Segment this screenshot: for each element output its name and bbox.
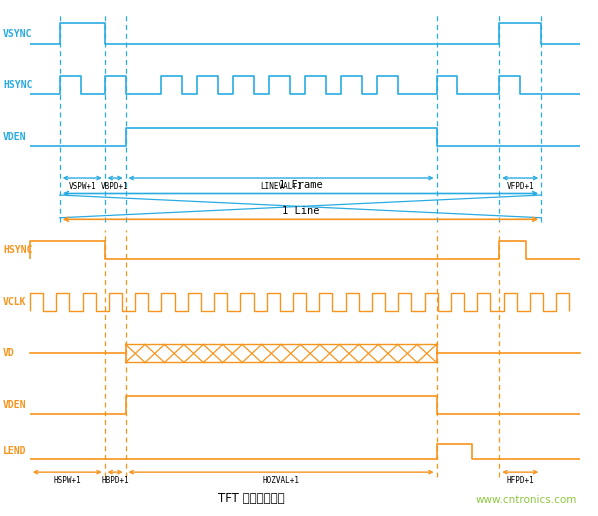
Text: VFPD+1: VFPD+1 — [507, 182, 534, 191]
Text: VBPD+1: VBPD+1 — [101, 182, 129, 191]
Text: www.cntronics.com: www.cntronics.com — [475, 495, 577, 505]
Text: HBPD+1: HBPD+1 — [101, 476, 129, 485]
Text: VDEN: VDEN — [3, 400, 26, 410]
Text: TFT 屏工作时序图: TFT 屏工作时序图 — [218, 492, 285, 505]
Text: VSYNC: VSYNC — [3, 28, 32, 39]
Text: LEND: LEND — [3, 446, 26, 457]
Text: 1 Line: 1 Line — [282, 206, 319, 216]
Text: VSPW+1: VSPW+1 — [68, 182, 96, 191]
Text: HOZVAL+1: HOZVAL+1 — [263, 476, 300, 485]
Text: HSPW+1: HSPW+1 — [53, 476, 81, 485]
Text: 1 Frame: 1 Frame — [279, 181, 322, 190]
Text: HSYNC: HSYNC — [3, 80, 32, 90]
Text: VD: VD — [3, 348, 15, 359]
Text: LINEVAL+1: LINEVAL+1 — [260, 182, 302, 191]
Text: HFPD+1: HFPD+1 — [507, 476, 534, 485]
Text: VCLK: VCLK — [3, 297, 26, 307]
Text: VDEN: VDEN — [3, 132, 26, 142]
Text: HSYNC: HSYNC — [3, 245, 32, 255]
